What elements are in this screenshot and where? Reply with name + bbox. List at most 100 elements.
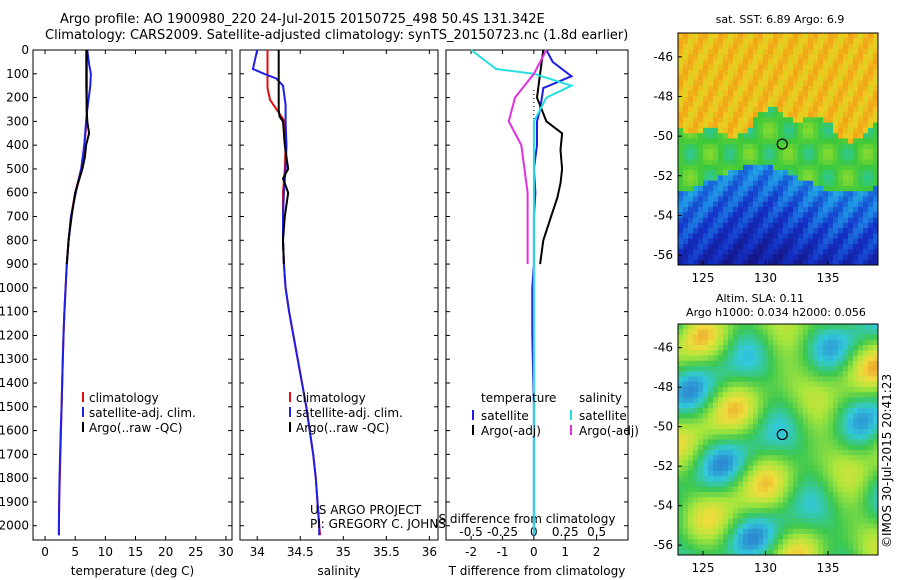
map-cell	[843, 164, 849, 171]
map-cell	[873, 360, 879, 367]
map-cell	[858, 127, 864, 134]
map-cell	[868, 196, 874, 203]
map-cell	[683, 486, 689, 493]
map-cell	[678, 217, 684, 224]
map-cell	[773, 387, 779, 393]
map-cell	[838, 444, 844, 451]
map-cell	[868, 191, 874, 197]
map-cell	[713, 549, 719, 556]
map-cell	[873, 259, 879, 266]
map-cell	[853, 523, 859, 530]
map-cell	[843, 33, 849, 39]
map-cell	[813, 212, 819, 218]
map-cell	[758, 371, 764, 377]
map-cell	[683, 387, 689, 393]
map-cell	[858, 481, 864, 488]
map-cell	[693, 492, 699, 498]
map-cell	[853, 434, 859, 440]
map-cell	[768, 243, 774, 250]
map-cell	[813, 154, 819, 160]
map-cell	[753, 481, 759, 488]
map-cell	[713, 207, 719, 213]
map-cell	[838, 85, 844, 92]
map-cell	[698, 381, 704, 388]
map-cell	[678, 392, 684, 398]
map-cell	[868, 249, 874, 255]
map-cell	[693, 544, 699, 551]
map-cell	[718, 460, 724, 467]
map-cell	[803, 48, 809, 55]
map-cell	[793, 518, 799, 524]
map-cell	[678, 455, 684, 461]
map-cell	[848, 138, 854, 145]
map-cell	[873, 217, 879, 224]
map-cell	[688, 164, 694, 171]
map-cell	[678, 33, 684, 39]
map-cell	[838, 381, 844, 388]
map-cell	[838, 233, 844, 240]
map-cell	[873, 159, 879, 166]
map-cell	[778, 154, 784, 160]
map-cell	[783, 381, 789, 388]
map-cell	[758, 429, 764, 435]
map-cell	[763, 350, 769, 356]
map-cell	[828, 387, 834, 393]
map-cell	[873, 460, 879, 467]
map-cell	[783, 207, 789, 213]
map-cell	[693, 465, 699, 472]
map-cell	[773, 101, 779, 108]
map-cell	[848, 544, 854, 551]
map-cell	[788, 222, 794, 229]
map-cell	[863, 371, 869, 377]
map-cell	[793, 191, 799, 197]
map-cell	[753, 360, 759, 367]
map-cell	[793, 492, 799, 498]
map-cell	[743, 392, 749, 398]
map-cell	[758, 360, 764, 367]
map-cell	[828, 233, 834, 240]
map-cell	[798, 127, 804, 134]
map-cell	[713, 212, 719, 218]
map-cell	[833, 112, 839, 118]
map-cell	[843, 387, 849, 393]
map-cell	[758, 523, 764, 530]
map-cell	[723, 497, 729, 503]
map-cell	[708, 471, 714, 477]
map-cell	[743, 544, 749, 551]
map-cell	[723, 413, 729, 419]
map-cell	[708, 423, 714, 430]
map-cell	[808, 397, 814, 404]
map-cell	[743, 259, 749, 266]
map-cell	[833, 465, 839, 472]
map-cell	[853, 471, 859, 477]
map-cell	[768, 101, 774, 108]
map-cell	[733, 43, 739, 50]
map-cell	[718, 507, 724, 514]
map-cell	[873, 366, 879, 372]
map-cell	[703, 444, 709, 451]
map-cell	[843, 75, 849, 81]
map-cell	[748, 413, 754, 419]
map-cell	[718, 91, 724, 97]
map-cell	[678, 75, 684, 81]
map-cell	[778, 180, 784, 187]
map-cell	[803, 507, 809, 514]
map-cell	[788, 254, 794, 261]
map-cell	[833, 387, 839, 393]
map-cell	[723, 450, 729, 456]
map-cell	[768, 476, 774, 482]
map-cell	[793, 381, 799, 388]
map-cell	[733, 233, 739, 240]
map-cell	[733, 481, 739, 488]
map-cell	[873, 402, 879, 409]
map-cell	[813, 207, 819, 213]
map-cell	[688, 549, 694, 556]
map-cell	[768, 439, 774, 446]
map-cell	[708, 228, 714, 234]
map-cell	[783, 122, 789, 129]
map-cell	[723, 345, 729, 351]
map-cell	[808, 170, 814, 176]
map-cell	[693, 476, 699, 482]
map-cell	[708, 481, 714, 488]
map-cell	[783, 376, 789, 383]
